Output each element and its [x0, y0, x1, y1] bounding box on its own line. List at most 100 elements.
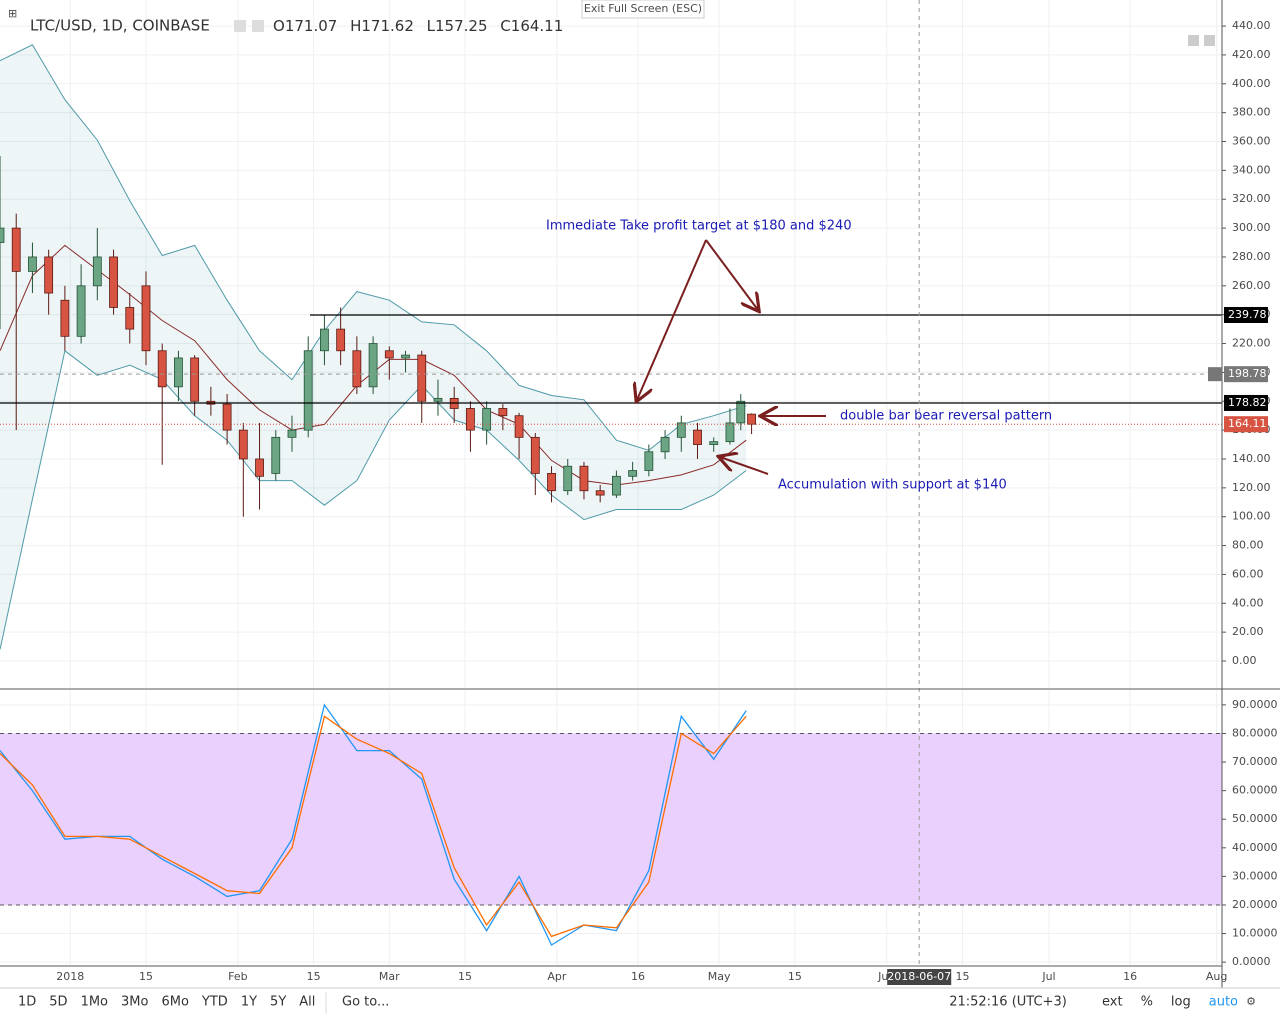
- crosshair-date-badge: [887, 969, 952, 985]
- range-button[interactable]: YTD: [201, 995, 228, 1010]
- y-tick-label: 360.00: [1232, 135, 1271, 148]
- header-icon[interactable]: ⊞: [8, 7, 17, 20]
- range-button[interactable]: 5Y: [270, 995, 286, 1010]
- candle-body: [352, 350, 362, 388]
- arrow: [637, 239, 707, 400]
- stoch-line: [0, 715, 747, 938]
- ohlc-value: 164.11: [511, 17, 564, 35]
- candle-body: [530, 436, 540, 474]
- ohlc-prefix: H: [350, 17, 361, 35]
- goto-button[interactable]: Go to...: [342, 995, 389, 1010]
- y-tick-label: 20.00: [1232, 625, 1264, 638]
- y-tick-label: 30.0000: [1232, 869, 1278, 882]
- ohlc-prefix: C: [500, 17, 510, 35]
- symbol[interactable]: LTC/USD, 1D, COINBASE: [30, 17, 210, 35]
- y-tick-label: 60.0000: [1232, 784, 1278, 797]
- range-button[interactable]: 6Mo: [161, 995, 188, 1010]
- y-tick-label: 440.00: [1232, 19, 1271, 32]
- candle-body: [141, 285, 151, 352]
- ohlc-value: 171.07: [285, 17, 338, 35]
- crosshair-badge: [1224, 366, 1268, 383]
- x-tick-label: Apr: [547, 970, 567, 983]
- level-label: 239.78: [1228, 308, 1267, 321]
- y-tick-label: 70.0000: [1232, 755, 1278, 768]
- candle-body: [28, 256, 37, 272]
- candle-body: [336, 328, 346, 352]
- candle-body: [222, 403, 232, 431]
- marks: [0, 0, 1222, 965]
- candle-body: [498, 408, 508, 417]
- candle-body: [92, 256, 102, 287]
- candle-body: [628, 470, 638, 477]
- settings-button[interactable]: ⚙: [1246, 995, 1256, 1008]
- candle-body: [320, 328, 329, 352]
- axes: [0, 0, 1280, 989]
- range-button[interactable]: 1D: [18, 995, 36, 1010]
- x-tick-label: 16: [1123, 970, 1137, 983]
- y-tick-label: 380.00: [1232, 106, 1271, 119]
- exit-button-label[interactable]: Exit Full Screen (ESC): [584, 2, 702, 15]
- header-icon[interactable]: [252, 20, 264, 32]
- stoch-band-fill: [0, 733, 1222, 905]
- candle-body: [190, 357, 200, 402]
- candle-body: [303, 350, 313, 431]
- y-tick-label: 260.00: [1232, 279, 1271, 292]
- x-tick-label: Aug: [1206, 970, 1227, 983]
- level-label: 178.82: [1228, 396, 1267, 409]
- x-tick-label: 15: [788, 970, 802, 983]
- option-button[interactable]: ext: [1102, 995, 1123, 1010]
- candle-body: [125, 307, 135, 330]
- candle-body: [747, 413, 756, 425]
- y-tick-label: 340.00: [1232, 163, 1271, 176]
- candle-body: [660, 436, 670, 453]
- candle-body: [76, 285, 86, 337]
- stoch-band: [0, 732, 1222, 906]
- candle-body: [109, 256, 118, 308]
- clock: 21:52:16 (UTC+3): [949, 995, 1067, 1010]
- labels: 2018 15 Feb 15 Mar 15 Apr 16 May 15 Jun 15 Jul 16 Aug0…: [56, 19, 1278, 985]
- range-button[interactable]: 1Mo: [81, 995, 108, 1010]
- x-tick-label: 16: [631, 970, 645, 983]
- range-button[interactable]: 1Y: [241, 995, 257, 1010]
- level-badge: [1224, 306, 1268, 323]
- candle-body: [514, 415, 524, 438]
- x-tick-label: 15: [139, 970, 153, 983]
- crosshair-plus[interactable]: [1208, 367, 1222, 382]
- y-tick-label: 300.00: [1232, 221, 1271, 234]
- candle-body: [0, 227, 5, 243]
- x-tick-label: 15: [458, 970, 472, 983]
- last-price-label: 164.11: [1228, 417, 1267, 430]
- candle-body: [693, 429, 702, 445]
- candle-body: [595, 490, 605, 496]
- pane-button[interactable]: [1188, 35, 1199, 46]
- y-tick-label: 220.00: [1232, 337, 1271, 350]
- candle-body: [579, 465, 589, 492]
- option-button[interactable]: auto: [1209, 995, 1238, 1010]
- x-tick-label: 15: [955, 970, 969, 983]
- range-button[interactable]: 5D: [49, 995, 67, 1010]
- candle-body: [417, 354, 427, 402]
- annotation: Immediate Take profit target at $180 and…: [546, 219, 852, 234]
- option-button[interactable]: log: [1171, 995, 1191, 1010]
- option-button[interactable]: %: [1141, 995, 1153, 1010]
- header-icon[interactable]: [234, 20, 246, 32]
- crosshair-date: 2018-06-07: [887, 970, 951, 983]
- pane-button[interactable]: [1204, 35, 1215, 46]
- ohlc-value: 157.25: [435, 17, 488, 35]
- exit-button[interactable]: [581, 0, 705, 19]
- range-button[interactable]: All: [299, 995, 315, 1010]
- y-tick-label: 0.0000: [1232, 955, 1271, 968]
- band-lower: [0, 349, 747, 650]
- y-tick-label: 420.00: [1232, 48, 1271, 61]
- ohlc-value: 171.62: [361, 17, 414, 35]
- arrows: [637, 239, 826, 475]
- range-button[interactable]: 3Mo: [121, 995, 148, 1010]
- candle-body: [384, 350, 394, 359]
- candle-body: [174, 357, 183, 388]
- arrow: [705, 239, 758, 310]
- candle-body: [11, 227, 21, 272]
- candle-body: [157, 350, 167, 388]
- candle-body: [709, 441, 719, 445]
- y-tick-label: 10.0000: [1232, 927, 1278, 940]
